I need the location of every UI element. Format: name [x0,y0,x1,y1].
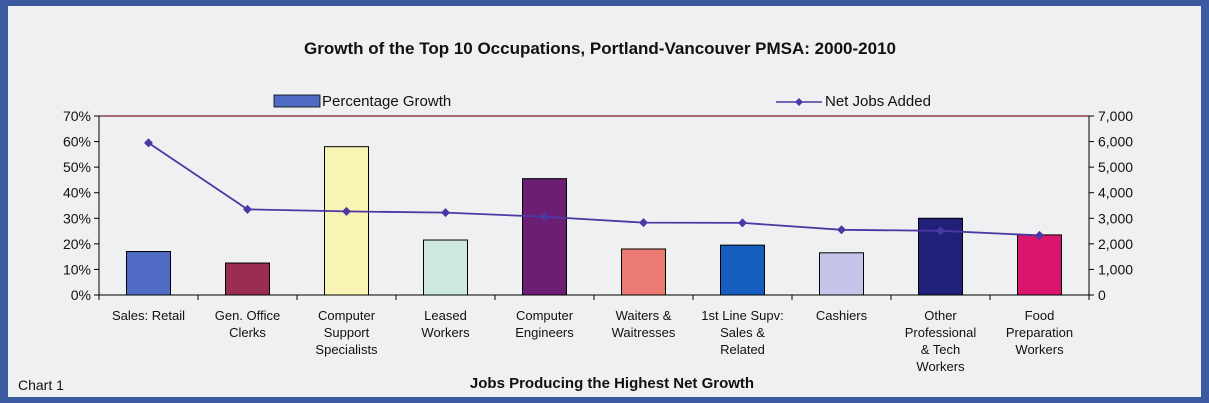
chart-title: Growth of the Top 10 Occupations, Portla… [304,39,896,58]
right-axis-tick-label: 0 [1098,287,1106,303]
x-axis-title: Jobs Producing the Highest Net Growth [470,375,754,392]
chart-frame: Growth of the Top 10 Occupations, Portla… [8,6,1201,397]
right-axis-tick-label: 3,000 [1098,210,1133,226]
right-axis-tick-label: 7,000 [1098,108,1133,124]
net-jobs-point [936,226,945,236]
net-jobs-point [837,225,846,235]
bar [720,244,765,296]
net-jobs-line [144,138,1044,240]
right-axis-tick-label: 2,000 [1098,236,1133,252]
legend-marker-net-jobs [795,98,803,106]
left-axis-tick-label: 70% [63,108,91,124]
chart-caption: Chart 1 [18,377,64,393]
x-category-labels: Sales: Retail Gen. Office Clerks Computer Su… [112,308,1073,374]
left-axis-tick-label: 0% [71,287,91,303]
x-category-label: Cashiers [816,308,868,323]
net-jobs-point [738,218,747,228]
x-category-label: Food Preparation Workers [1006,308,1073,357]
x-category-label: Waiters & Waitresses [612,308,676,340]
left-axis-tick-label: 30% [63,210,91,226]
right-axis-tick-label: 5,000 [1098,159,1133,175]
x-category-label: Gen. Office Clerks [215,308,281,340]
x-category-label: Computer Engineers [515,308,574,340]
net-jobs-point [540,212,549,222]
bar [126,251,171,296]
left-axis-tick-label: 20% [63,236,91,252]
bars [98,146,1090,300]
net-jobs-point [342,206,351,216]
legend-label-percentage-growth: Percentage Growth [322,93,451,110]
x-category-label: Leased Workers [421,308,470,340]
left-axis-tick-label: 40% [63,185,91,201]
right-axis: 0 1,000 2,000 3,000 4,000 5,000 6,000 7,000 [1088,108,1133,303]
right-axis-tick-label: 4,000 [1098,185,1133,201]
bar [522,178,567,296]
net-jobs-point [1035,230,1044,240]
left-axis-tick-label: 10% [63,261,91,277]
x-category-label: 1st Line Supv: Sales & Related [701,308,783,357]
bar [423,239,468,296]
bar [621,248,666,296]
left-axis: 0% 10% 20% 30% 40% 50% 60% 70% [63,108,100,303]
net-jobs-point [243,204,252,214]
legend: Percentage Growth Net Jobs Added [273,93,931,110]
x-category-label: Sales: Retail [112,308,185,323]
legend-swatch-percentage-growth [273,94,321,108]
net-jobs-point [639,218,648,228]
bar [324,146,369,296]
bar [225,262,270,296]
x-category-label: Computer Support Specialists [315,308,378,357]
x-category-label: Other Professional & Tech Workers [905,308,977,374]
left-axis-tick-label: 50% [63,159,91,175]
net-jobs-polyline [147,142,1040,237]
legend-label-net-jobs: Net Jobs Added [825,93,931,110]
net-jobs-point [144,138,153,148]
right-axis-tick-label: 1,000 [1098,261,1133,277]
chart-svg: Growth of the Top 10 Occupations, Portla… [18,39,1133,393]
net-jobs-point [441,208,450,218]
right-axis-tick-label: 6,000 [1098,134,1133,150]
left-axis-tick-label: 60% [63,134,91,150]
bar [819,252,864,296]
bar [1017,234,1062,296]
